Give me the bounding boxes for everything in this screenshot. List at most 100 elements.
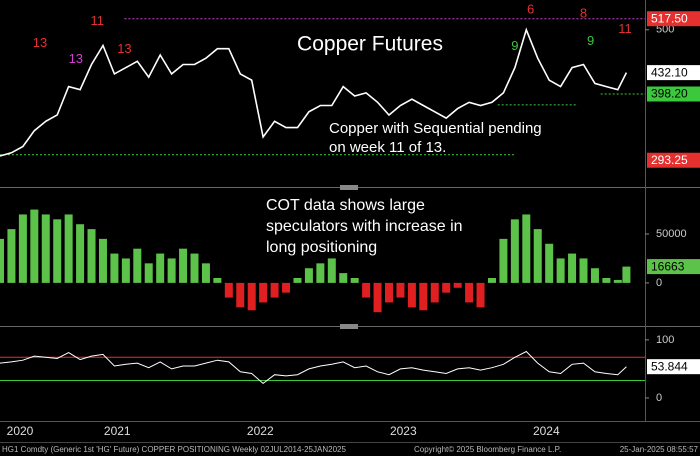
bar <box>247 282 256 311</box>
annotation: speculators with increase in <box>266 218 463 235</box>
bar <box>282 282 291 293</box>
bar <box>236 282 245 308</box>
sequential-count: 13 <box>69 51 83 66</box>
sequential-count: 13 <box>33 35 47 50</box>
bar <box>396 282 405 298</box>
bar <box>579 258 588 283</box>
bar <box>430 282 439 303</box>
panel-handle <box>340 324 358 329</box>
bar <box>270 282 279 298</box>
sequential-count: 6 <box>527 2 534 17</box>
bar <box>362 282 371 298</box>
bar <box>87 229 96 283</box>
sequential-count: 8 <box>580 5 587 20</box>
annotation: on week 11 of 13. <box>329 139 446 156</box>
value-box-label: 517.50 <box>651 11 688 25</box>
bar <box>419 282 428 311</box>
bar <box>0 238 4 283</box>
bar <box>179 248 188 283</box>
bar <box>144 263 153 283</box>
value-box-label: 53.844 <box>651 359 688 373</box>
annotation: Copper with Sequential pending <box>329 120 542 137</box>
bar <box>487 278 496 283</box>
bar <box>293 278 302 283</box>
annotation: long positioning <box>266 239 377 256</box>
bar <box>224 282 233 298</box>
bar <box>622 266 631 283</box>
bar <box>533 229 542 283</box>
y-tick-label: 100 <box>656 334 674 346</box>
bar <box>522 214 531 283</box>
bar <box>510 219 519 283</box>
bar <box>156 253 165 283</box>
price-line <box>0 350 627 385</box>
bar <box>121 258 130 283</box>
bar <box>453 282 462 288</box>
y-tick-label: 0 <box>656 392 662 404</box>
value-box <box>647 259 700 275</box>
bar <box>339 273 348 283</box>
value-box <box>647 11 700 27</box>
bar <box>201 263 210 283</box>
value-box <box>647 86 700 102</box>
bar <box>545 243 554 283</box>
bar <box>53 219 62 283</box>
bar <box>98 238 107 283</box>
bar <box>64 214 73 283</box>
bar <box>476 282 485 308</box>
bar <box>76 224 85 283</box>
bar <box>613 279 622 283</box>
sequential-count: 11 <box>91 13 105 28</box>
bar <box>213 278 222 283</box>
bar <box>373 282 382 313</box>
bar <box>568 253 577 283</box>
bar <box>30 209 39 283</box>
bar <box>442 282 451 293</box>
footer-text: 25-Jan-2025 08:55:57 <box>620 445 699 454</box>
y-tick-label: 50000 <box>656 228 687 240</box>
bar <box>133 248 142 283</box>
bar <box>7 229 16 283</box>
sequential-count: 13 <box>117 41 131 56</box>
sequential-count: 11 <box>618 21 632 36</box>
y-tick-label: 500 <box>656 24 674 36</box>
bar <box>556 258 565 283</box>
bar <box>385 282 394 303</box>
bar <box>590 268 599 283</box>
value-box-label: 293.25 <box>651 153 688 167</box>
bar <box>167 258 176 283</box>
x-tick-label: 2021 <box>104 424 131 438</box>
footer-text: Copyright© 2025 Bloomberg Finance L.P. <box>414 445 561 454</box>
value-box-label: 16663 <box>651 259 685 273</box>
bar <box>602 278 611 283</box>
bar <box>190 253 199 283</box>
sequential-count: 9 <box>511 38 518 53</box>
chart-title: Copper Futures <box>297 33 443 56</box>
bar <box>18 214 27 283</box>
bar <box>465 282 474 303</box>
footer-text: HG1 Comdty (Generic 1st 'HG' Future) COP… <box>2 445 346 454</box>
x-tick-label: 2020 <box>7 424 34 438</box>
value-box-label: 398.20 <box>651 87 688 101</box>
value-box <box>647 65 700 81</box>
value-box <box>647 359 700 375</box>
x-tick-label: 2023 <box>390 424 417 438</box>
bar <box>316 263 325 283</box>
bar <box>350 278 359 283</box>
bar <box>327 258 336 283</box>
x-tick-label: 2024 <box>533 424 560 438</box>
annotation: COT data shows large <box>266 197 425 214</box>
panel-handle <box>340 185 358 190</box>
bar <box>41 214 50 283</box>
sequential-count: 9 <box>587 33 594 48</box>
price-line <box>0 27 628 157</box>
y-tick-label: 0 <box>656 277 662 289</box>
bar <box>499 238 508 283</box>
bar <box>259 282 268 303</box>
bar <box>407 282 416 308</box>
bar <box>110 253 119 283</box>
x-tick-label: 2022 <box>247 424 274 438</box>
value-box <box>647 152 700 168</box>
